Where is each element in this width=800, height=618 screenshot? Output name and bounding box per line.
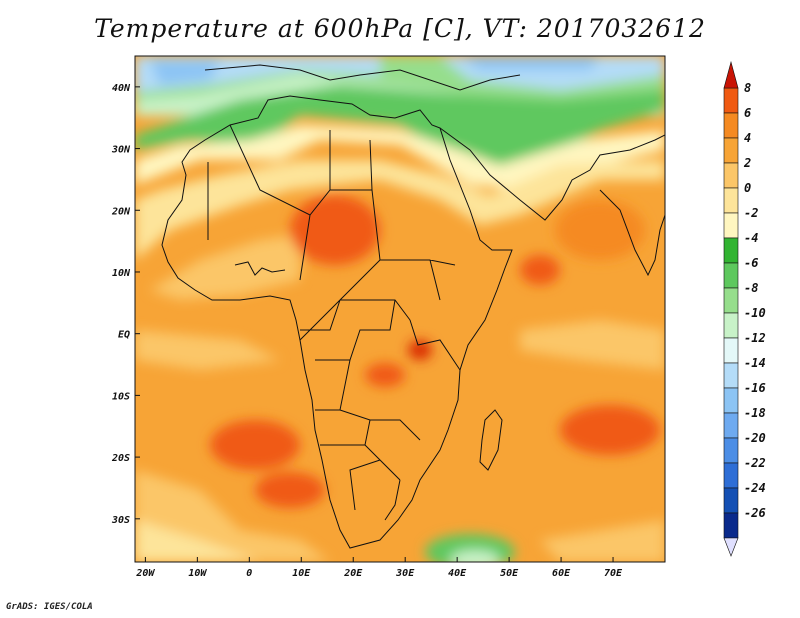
colorbar-bin [723, 262, 739, 289]
colorbar-label: -2 [744, 206, 758, 220]
colorbar-bin [723, 187, 739, 214]
colorbar-label: -24 [744, 481, 766, 495]
colorbar-label: -10 [744, 306, 766, 320]
colorbar-bin [723, 487, 739, 514]
lon-tick-label: 50E [500, 568, 519, 579]
lon-tick-label: 20E [343, 568, 363, 579]
colorbar-label: 0 [744, 181, 751, 195]
lat-tick-label: 30S [111, 515, 130, 526]
colorbar-bin [723, 387, 739, 414]
colorbar-label: 8 [744, 81, 751, 95]
lat-tick-label: EQ [118, 330, 130, 341]
map-plot-area [135, 56, 665, 562]
lat-tick-label: 20N [111, 206, 131, 217]
colorbar-label: 2 [743, 156, 751, 170]
colorbar-bin [723, 337, 739, 364]
colorbar-bin [723, 237, 739, 264]
longitude-axis: 20W 10W 0 10E 20E 30E 40E 50E 60E 70E [135, 557, 623, 579]
colorbar-bin [723, 512, 739, 539]
colorbar-bin [723, 112, 739, 139]
map-frame [134, 55, 666, 563]
colorbar-top-arrow [723, 60, 739, 89]
lat-tick-label: 10S [112, 391, 130, 402]
colorbar-label: -26 [744, 506, 766, 520]
colorbar-label: -4 [744, 231, 758, 245]
lat-tick-label: 20S [111, 453, 130, 464]
colorbar-label: -16 [744, 381, 766, 395]
colorbar-bin [723, 87, 739, 114]
colorbar: 8 6 4 2 0 -2 -4 -6 -8 -10 -12 -14 -16 -18 -20 -22 -24 -26 [723, 60, 766, 557]
colorbar-label: 6 [744, 106, 751, 120]
colorbar-bin [723, 212, 739, 239]
lat-tick-label: 10N [112, 268, 131, 279]
colorbar-bin [723, 162, 739, 189]
lon-tick-label: 40E [448, 568, 467, 579]
colorbar-bin [723, 412, 739, 439]
colorbar-label: -12 [744, 331, 766, 345]
lat-tick-label: 30N [111, 145, 131, 156]
coastlines-borders [161, 64, 665, 549]
footer-credit: GrADS: IGES/COLA [6, 602, 93, 612]
lon-tick-label: 70E [604, 568, 623, 579]
colorbar-bin [723, 462, 739, 489]
chart-title: Temperature at 600hPa [C], VT: 201703261… [94, 14, 706, 43]
colorbar-label: -20 [744, 431, 766, 445]
lon-tick-label: 30E [395, 568, 415, 579]
colorbar-bin [723, 287, 739, 314]
colorbar-label: -8 [744, 281, 758, 295]
lon-tick-label: 20W [135, 568, 155, 579]
colorbar-bin [723, 137, 739, 164]
colorbar-bin [723, 312, 739, 339]
latitude-axis: 40N 30N 20N 10N EQ 10S 20S 30S [111, 83, 140, 526]
colorbar-label: -14 [744, 356, 766, 370]
colorbar-bin [723, 437, 739, 464]
lon-tick-label: 10E [292, 568, 311, 579]
colorbar-bottom-arrow [723, 537, 739, 557]
lon-tick-label: 0 [246, 568, 252, 579]
colorbar-label: -6 [744, 256, 758, 270]
colorbar-bin [723, 362, 739, 389]
lat-tick-label: 40N [112, 83, 131, 94]
colorbar-label: -18 [744, 406, 766, 420]
colorbar-label: -22 [744, 456, 766, 470]
lon-tick-label: 10W [188, 568, 207, 579]
temperature-field [135, 56, 665, 562]
lon-tick-label: 60E [552, 568, 571, 579]
colorbar-label: 4 [744, 131, 751, 145]
